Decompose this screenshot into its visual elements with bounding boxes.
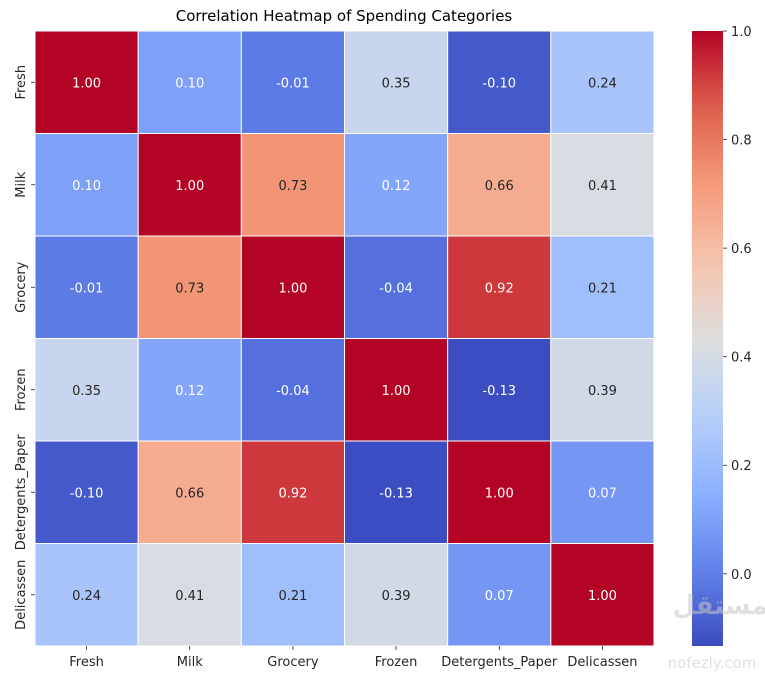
cell-annotation: 0.10 <box>175 76 204 91</box>
cell-annotation: 0.41 <box>175 589 204 604</box>
colorbar-tick-label: 0.6 <box>731 242 752 257</box>
heatmap-cell-Detergents_Paper-Delicassen <box>550 440 655 544</box>
cell-annotation: 1.00 <box>382 384 411 399</box>
cell-annotation: -0.04 <box>276 384 310 399</box>
colorbar-tick-label: 0.2 <box>731 459 752 474</box>
heatmap-cell-Milk-Frozen <box>344 133 449 237</box>
cell-annotation: 1.00 <box>278 281 307 296</box>
chart-title: Correlation Heatmap of Spending Categori… <box>176 7 513 25</box>
cell-annotation: 0.21 <box>278 589 307 604</box>
cell-annotation: 0.39 <box>588 384 617 399</box>
heatmap-cell-Detergents_Paper-Detergents_Paper <box>447 440 552 544</box>
watermark-text: nofezly.com <box>668 654 757 672</box>
heatmap-cell-Frozen-Detergents_Paper <box>447 338 552 442</box>
heatmap-cell-Grocery-Fresh <box>34 235 139 339</box>
cell-annotation: 0.24 <box>588 76 617 91</box>
heatmap-cell-Detergents_Paper-Frozen <box>344 440 449 544</box>
cell-annotation: 0.24 <box>72 589 101 604</box>
heatmap-cell-Frozen-Grocery <box>240 338 345 442</box>
heatmap-cell-Delicassen-Fresh <box>34 543 139 647</box>
cell-annotation: 0.07 <box>485 589 514 604</box>
heatmap-cell-Fresh-Milk <box>137 30 242 134</box>
heatmap-cell-Frozen-Fresh <box>34 338 139 442</box>
cell-annotation: 1.00 <box>485 486 514 501</box>
cell-annotation: 0.66 <box>175 486 204 501</box>
cell-annotation: -0.10 <box>482 76 516 91</box>
colorbar-tick-label: 0.4 <box>731 351 752 366</box>
y-tick-label-Frozen: Frozen <box>14 368 29 411</box>
x-tick-label-Delicassen: Delicassen <box>567 655 637 670</box>
x-tick-label-Detergents_Paper: Detergents_Paper <box>441 655 558 670</box>
cell-annotation: 1.00 <box>72 76 101 91</box>
x-tick-label-Milk: Milk <box>177 655 203 670</box>
heatmap-cell-Fresh-Detergents_Paper <box>447 30 552 134</box>
heatmap-cells <box>34 30 655 647</box>
x-axis: Fresh Milk Grocery Frozen Detergents_Paper De… <box>69 646 637 670</box>
cell-annotation: 0.35 <box>382 76 411 91</box>
heatmap-cell-Frozen-Milk <box>137 338 242 442</box>
watermark: مستقل nofezly.com <box>668 591 765 672</box>
cell-annotation: 0.41 <box>588 179 617 194</box>
heatmap-cell-Grocery-Frozen <box>344 235 449 339</box>
cell-annotation: -0.10 <box>70 486 104 501</box>
heatmap-cell-Fresh-Delicassen <box>550 30 655 134</box>
heatmap-cell-Fresh-Fresh <box>34 30 139 134</box>
cell-annotation: 0.73 <box>278 179 307 194</box>
cell-annotation: 0.35 <box>72 384 101 399</box>
y-tick-label-Detergents_Paper: Detergents_Paper <box>14 434 29 551</box>
cell-annotation: -0.13 <box>379 486 413 501</box>
heatmap-cell-Milk-Delicassen <box>550 133 655 237</box>
cell-annotation: -0.01 <box>276 76 310 91</box>
cell-annotation: -0.01 <box>70 281 104 296</box>
x-tick-label-Grocery: Grocery <box>267 655 319 670</box>
heatmap-cell-Milk-Milk <box>137 133 242 237</box>
heatmap-cell-Delicassen-Detergents_Paper <box>447 543 552 647</box>
y-tick-label-Delicassen: Delicassen <box>14 560 29 630</box>
heatmap-cell-Detergents_Paper-Fresh <box>34 440 139 544</box>
cell-annotation: -0.04 <box>379 281 413 296</box>
cell-annotation: 0.07 <box>588 486 617 501</box>
y-tick-label-Grocery: Grocery <box>14 261 29 313</box>
heatmap-cell-Grocery-Grocery <box>240 235 345 339</box>
colorbar-gradient <box>692 31 723 646</box>
heatmap-cell-Frozen-Frozen <box>344 338 449 442</box>
cell-annotation: 0.66 <box>485 179 514 194</box>
cell-annotation: 0.12 <box>382 179 411 194</box>
heatmap-cell-Grocery-Detergents_Paper <box>447 235 552 339</box>
watermark-arabic: مستقل <box>672 591 765 621</box>
heatmap-cell-Grocery-Delicassen <box>550 235 655 339</box>
cell-annotation: 0.73 <box>175 281 204 296</box>
y-tick-label-Fresh: Fresh <box>14 65 29 100</box>
x-tick-label-Frozen: Frozen <box>375 655 418 670</box>
cell-annotation: 0.39 <box>382 589 411 604</box>
heatmap-cell-Detergents_Paper-Grocery <box>240 440 345 544</box>
heatmap-cell-Frozen-Delicassen <box>550 338 655 442</box>
colorbar-tick-label: 1.0 <box>731 25 752 40</box>
cell-annotation: 0.10 <box>72 179 101 194</box>
cell-annotation: -0.13 <box>482 384 516 399</box>
colorbar-tick-label: 0.8 <box>731 134 752 149</box>
heatmap-annotations: 1.00 0.10 -0.01 0.35 -0.10 0.24 0.10 1.00 0.73 0.… <box>70 76 617 604</box>
heatmap-cell-Delicassen-Delicassen <box>550 543 655 647</box>
colorbar-tick-label: 0.0 <box>731 568 752 583</box>
heatmap-cell-Fresh-Frozen <box>344 30 449 134</box>
cell-annotation: 0.21 <box>588 281 617 296</box>
cell-annotation: 0.92 <box>485 281 514 296</box>
heatmap-cell-Fresh-Grocery <box>240 30 345 134</box>
y-tick-label-Milk: Milk <box>14 171 29 197</box>
colorbar: 0.0 0.2 0.4 0.6 0.8 1.0 <box>692 25 752 646</box>
cell-annotation: 1.00 <box>175 179 204 194</box>
cell-annotation: 0.92 <box>278 486 307 501</box>
y-axis: Fresh Milk Grocery Frozen Detergents_Paper De… <box>14 65 35 630</box>
x-tick-label-Fresh: Fresh <box>69 655 104 670</box>
heatmap-cell-Grocery-Milk <box>137 235 242 339</box>
cell-annotation: 1.00 <box>588 589 617 604</box>
cell-annotation: 0.12 <box>175 384 204 399</box>
